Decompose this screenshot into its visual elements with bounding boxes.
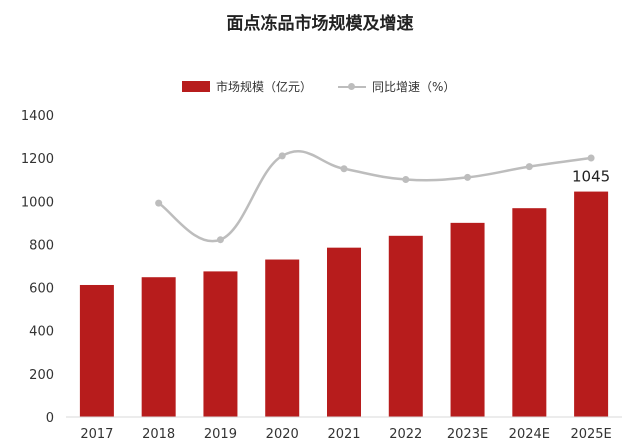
bar-2017 xyxy=(79,284,114,417)
bar-2025E xyxy=(574,191,609,417)
x-tick-label: 2021 xyxy=(327,427,360,442)
x-tick-label: 2024E xyxy=(509,427,550,442)
legend-label-growth-rate: 同比增速（%） xyxy=(372,80,456,94)
y-tick-label: 200 xyxy=(29,368,54,383)
x-tick-label: 2023E xyxy=(447,427,488,442)
growth-rate-point-2018 xyxy=(155,199,163,207)
bar-2024E xyxy=(512,208,547,417)
growth-rate-point-2024E xyxy=(525,163,533,171)
legend-item-growth-rate: 同比增速（%） xyxy=(338,78,455,95)
y-tick-label: 600 xyxy=(29,282,54,297)
x-tick-label: 2025E xyxy=(570,427,611,442)
bar-2019 xyxy=(203,271,238,417)
y-tick-label: 1000 xyxy=(21,195,54,210)
x-tick-label: 2020 xyxy=(266,427,299,442)
x-tick-label: 2017 xyxy=(80,427,113,442)
y-tick-label: 0 xyxy=(46,411,54,426)
growth-rate-point-2025E xyxy=(587,154,595,162)
x-tick-label: 2018 xyxy=(142,427,175,442)
legend-label-market-size: 市场规模（亿元） xyxy=(216,80,313,94)
y-tick-label: 800 xyxy=(29,238,54,253)
chart-legend: 市场规模（亿元） 同比增速（%） xyxy=(182,78,481,95)
growth-rate-point-2021 xyxy=(340,165,348,173)
growth-rate-point-2019 xyxy=(216,236,224,244)
y-tick-label: 400 xyxy=(29,325,54,340)
growth-rate-point-2023E xyxy=(464,173,472,181)
y-tick-label: 1200 xyxy=(21,152,54,167)
bar-2020 xyxy=(265,259,300,417)
legend-swatch-line xyxy=(338,81,367,92)
bar-2021 xyxy=(327,247,361,417)
data-label-2025E: 1045 xyxy=(572,168,610,186)
legend-swatch-bar xyxy=(182,81,210,92)
x-tick-label: 2022 xyxy=(389,427,422,442)
bar-2022 xyxy=(388,235,423,417)
bar-2018 xyxy=(141,277,176,417)
legend-item-market-size: 市场规模（亿元） xyxy=(182,78,312,95)
growth-rate-point-2020 xyxy=(278,152,286,160)
x-tick-label: 2019 xyxy=(204,427,237,442)
growth-rate-point-2022 xyxy=(402,176,410,183)
chart-title: 面点冻品市场规模及增速 xyxy=(226,14,414,34)
bar-2023E xyxy=(450,222,485,417)
y-tick-label: 1400 xyxy=(21,109,54,124)
